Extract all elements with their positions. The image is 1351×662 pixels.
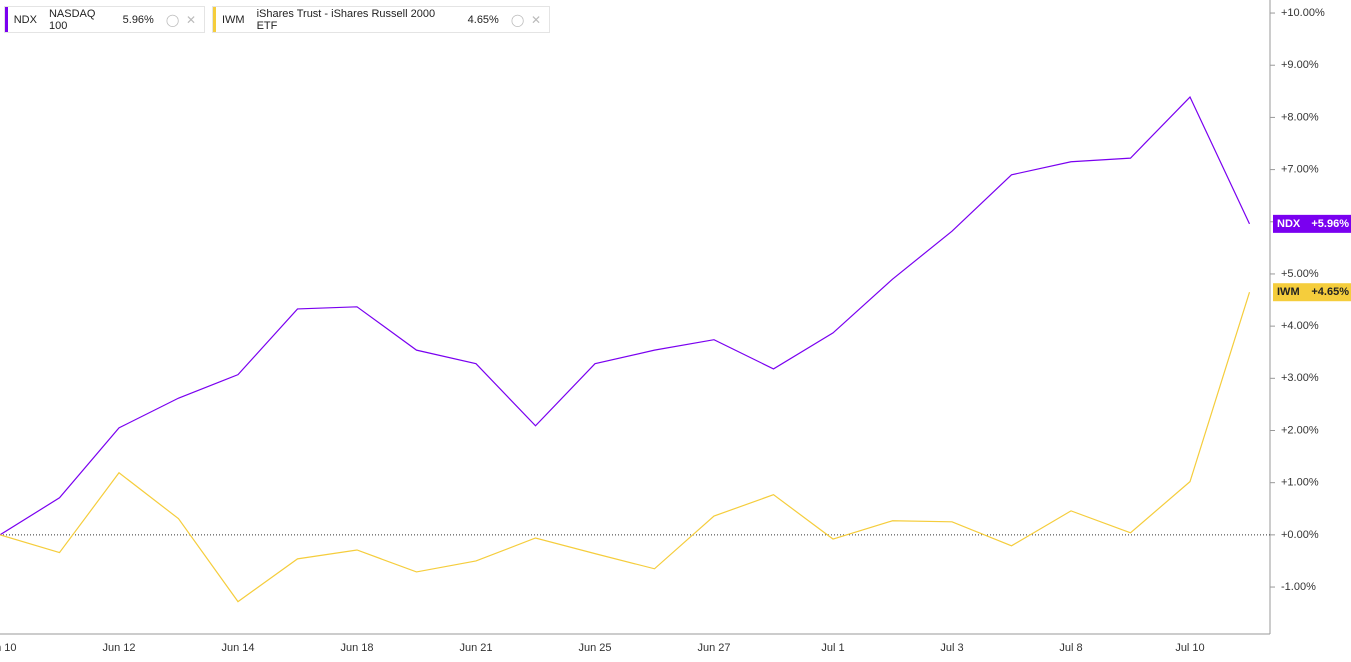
x-tick-label: Jun 12 bbox=[102, 642, 135, 654]
legend-description: iShares Trust - iShares Russell 2000 ETF bbox=[256, 7, 436, 32]
tag-name: IWM bbox=[1277, 286, 1300, 298]
price-tag: IWM +4.65% bbox=[1273, 283, 1351, 302]
legend-item[interactable]: IWM iShares Trust - iShares Russell 2000 … bbox=[212, 6, 550, 33]
x-tick-label: Jul 3 bbox=[940, 642, 963, 654]
tag-value: +4.65% bbox=[1311, 286, 1349, 298]
legend-description: NASDAQ 100 bbox=[48, 7, 96, 32]
y-tick-label: -1.00% bbox=[1281, 581, 1316, 593]
legend-name: IWM bbox=[221, 13, 245, 26]
y-tick-label: +7.00% bbox=[1281, 163, 1319, 175]
series-line bbox=[0, 292, 1251, 603]
tag-box bbox=[1273, 214, 1351, 233]
y-tick-label: +5.00% bbox=[1281, 268, 1319, 280]
y-tick-label: +1.00% bbox=[1281, 477, 1319, 489]
legend-item[interactable]: NDX NASDAQ 100 5.96% ◯ ✕ bbox=[4, 6, 205, 33]
legend-icons[interactable]: ◯ ✕ bbox=[510, 12, 541, 27]
legend-swatch bbox=[213, 7, 216, 32]
y-tick-label: +3.00% bbox=[1281, 372, 1319, 384]
legend-name: NDX bbox=[13, 13, 37, 26]
legend-change: 5.96% bbox=[122, 13, 154, 26]
y-tick-label: +2.00% bbox=[1281, 424, 1319, 436]
y-tick-label: +4.00% bbox=[1281, 320, 1319, 332]
x-tick-label: Jun 25 bbox=[578, 642, 611, 654]
tag-name: NDX bbox=[1277, 218, 1301, 230]
x-tick-label: Jun 14 bbox=[221, 642, 254, 654]
x-tick-label: Jul 1 bbox=[821, 642, 844, 654]
y-tick-label: +0.00% bbox=[1281, 529, 1319, 541]
x-tick-label: Jun 27 bbox=[697, 642, 730, 654]
x-tick-label: Jun 10 bbox=[0, 642, 17, 654]
legend-swatch bbox=[5, 7, 8, 32]
y-tick-label: +8.00% bbox=[1281, 111, 1319, 123]
tag-value: +5.96% bbox=[1311, 218, 1349, 230]
x-tick-label: Jul 8 bbox=[1059, 642, 1082, 654]
legend-change: 4.65% bbox=[467, 13, 499, 26]
y-tick-label: +10.00% bbox=[1281, 7, 1325, 19]
series-line bbox=[0, 96, 1251, 536]
x-tick-label: Jun 18 bbox=[340, 642, 373, 654]
x-tick-label: Jun 21 bbox=[459, 642, 492, 654]
x-tick-label: Jul 10 bbox=[1175, 642, 1204, 654]
y-tick-label: +9.00% bbox=[1281, 59, 1319, 71]
tag-box bbox=[1273, 283, 1351, 302]
legend-icons[interactable]: ◯ ✕ bbox=[165, 12, 196, 27]
price-tag: NDX +5.96% bbox=[1273, 214, 1351, 233]
